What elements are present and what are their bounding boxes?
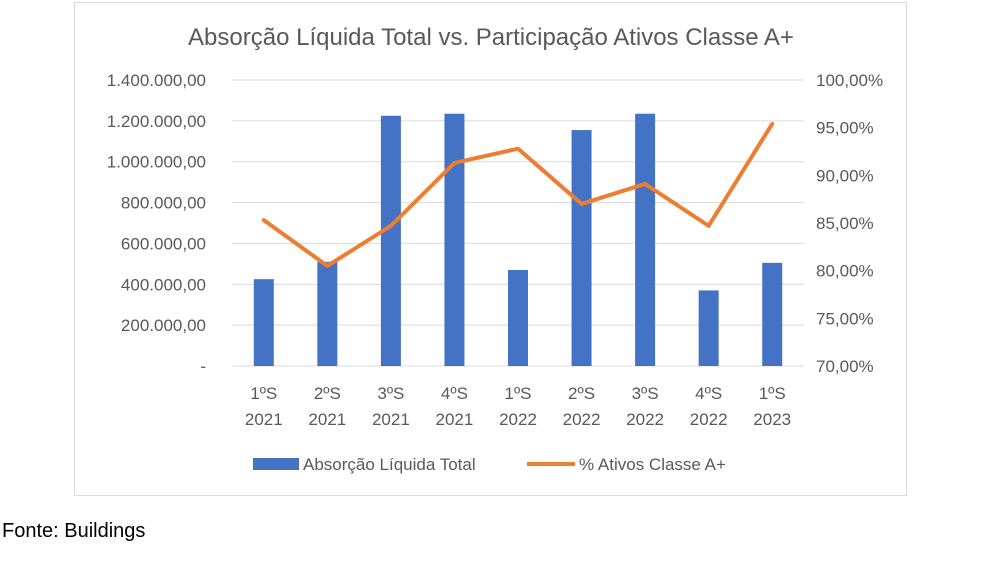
x-tick-label: 2021 — [372, 410, 410, 429]
bar-series — [253, 113, 783, 366]
right-tick-label: 70,00% — [816, 357, 874, 376]
x-tick-label: 1ºS — [250, 384, 277, 403]
right-tick-label: 85,00% — [816, 214, 874, 233]
bar — [698, 290, 719, 366]
left-tick-label: 1.200.000,00 — [107, 112, 206, 131]
x-tick-label: 2023 — [753, 410, 791, 429]
x-tick-label: 2022 — [563, 410, 601, 429]
left-tick-label: 200.000,00 — [121, 316, 206, 335]
x-tick-label: 2022 — [690, 410, 728, 429]
x-tick-label: 4ºS — [695, 384, 722, 403]
left-tick-label: 600.000,00 — [121, 234, 206, 253]
chart-title: Absorção Líquida Total vs. Participação … — [188, 24, 794, 51]
legend-swatch-bars — [253, 458, 299, 470]
legend-label-bars: Absorção Líquida Total — [303, 455, 476, 474]
right-tick-label: 100,00% — [816, 71, 883, 90]
x-axis-labels: 1ºS 2021 2ºS 2021 3ºS 2021 4ºS 2021 1ºS 2022 2ºS 20… — [245, 384, 791, 429]
right-tick-label: 95,00% — [816, 119, 874, 138]
x-tick-label: 2ºS — [568, 384, 595, 403]
chart-frame: Absorção Líquida Total vs. Participação … — [74, 2, 907, 496]
x-tick-label: 1ºS — [759, 384, 786, 403]
right-tick-label: 90,00% — [816, 166, 874, 185]
x-tick-label: 1ºS — [504, 384, 531, 403]
combo-chart: Absorção Líquida Total vs. Participação … — [107, 24, 883, 474]
left-tick-label: 1.400.000,00 — [107, 71, 206, 90]
left-tick-label: 1.000.000,00 — [107, 153, 206, 172]
left-tick-label: - — [200, 357, 206, 376]
line-path — [261, 121, 775, 268]
x-tick-label: 2021 — [308, 410, 346, 429]
x-tick-label: 3ºS — [632, 384, 659, 403]
right-tick-label: 80,00% — [816, 262, 874, 281]
bar — [317, 261, 338, 366]
right-tick-label: 75,00% — [816, 309, 874, 328]
bar — [444, 113, 465, 366]
left-axis-ticks: - 200.000,00 400.000,00 600.000,00 800.000,0… — [107, 71, 206, 376]
x-tick-label: 2021 — [436, 410, 474, 429]
x-tick-label: 4ºS — [441, 384, 468, 403]
x-tick-label: 2021 — [245, 410, 283, 429]
left-tick-label: 800.000,00 — [121, 194, 206, 213]
bar — [571, 130, 592, 366]
x-tick-label: 2022 — [626, 410, 664, 429]
left-tick-label: 400.000,00 — [121, 275, 206, 294]
line-series — [261, 121, 775, 268]
bar — [762, 262, 783, 366]
bar — [635, 113, 656, 366]
legend: Absorção Líquida Total % Ativos Classe A… — [253, 455, 726, 474]
bar — [253, 279, 274, 366]
source-note: Fonte: Buildings — [2, 520, 146, 542]
bar — [380, 115, 401, 366]
right-axis-ticks: 70,00% 75,00% 80,00% 85,00% 90,00% 95,00% 100,… — [816, 71, 883, 376]
bar — [508, 269, 528, 366]
x-tick-label: 3ºS — [377, 384, 404, 403]
x-tick-label: 2022 — [499, 410, 537, 429]
legend-label-line: % Ativos Classe A+ — [579, 455, 726, 474]
x-tick-label: 2ºS — [314, 384, 341, 403]
